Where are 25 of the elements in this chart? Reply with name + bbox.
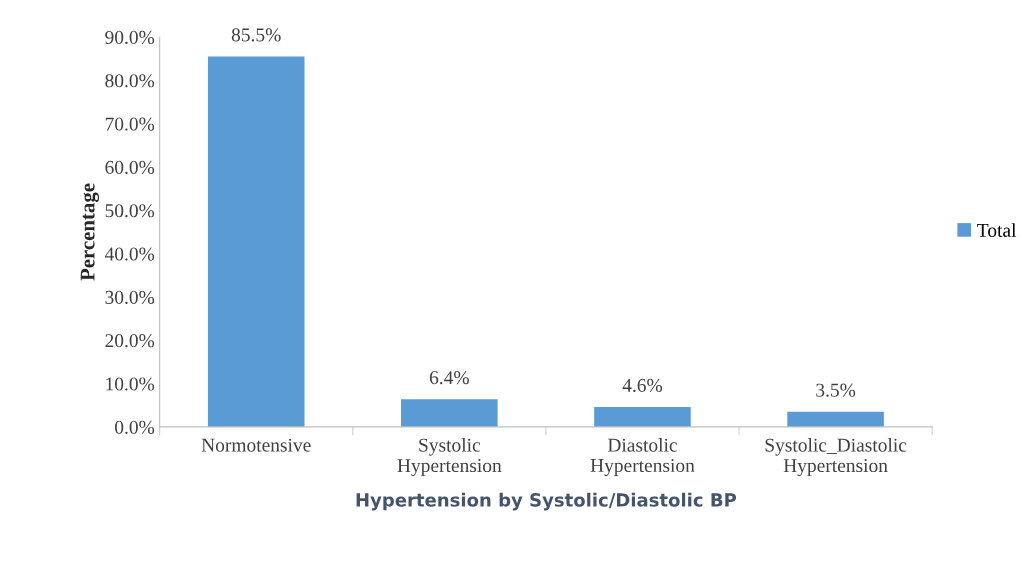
y-tick-label: 20.0% <box>105 334 155 348</box>
x-tick-label: Systolic_Diastolic Hypertension <box>765 438 907 477</box>
y-tick-label: 60.0% <box>105 160 155 175</box>
x-axis-title: Hypertension by Systolic/Diastolic BP <box>356 492 737 511</box>
bar <box>207 56 305 427</box>
y-tick-label: 50.0% <box>105 204 155 218</box>
y-tick-label: 40.0% <box>104 247 155 261</box>
data-label: 85.5% <box>231 28 281 42</box>
data-label: 4.6% <box>622 378 663 393</box>
bar <box>401 399 498 427</box>
y-tick-label: 0.0% <box>115 420 155 434</box>
x-tick-label: Normotensive <box>201 438 311 452</box>
y-tick-label: 80.0% <box>105 74 155 88</box>
y-tick-label: 10.0% <box>106 377 155 391</box>
data-label: 6.4% <box>429 371 469 385</box>
x-tick-label: Diastolic Hypertension <box>590 438 695 477</box>
y-tick-label: 30.0% <box>105 290 155 304</box>
x-tick-label: Systolic Hypertension <box>397 438 502 477</box>
bar <box>787 411 884 427</box>
legend-label: Total <box>977 223 1017 237</box>
y-tick-label: 90.0% <box>105 30 155 45</box>
data-label: 3.5% <box>816 383 856 397</box>
bar <box>594 406 691 427</box>
y-tick-label: 70.0% <box>105 117 155 131</box>
y-axis-title: Percentage <box>80 183 100 281</box>
